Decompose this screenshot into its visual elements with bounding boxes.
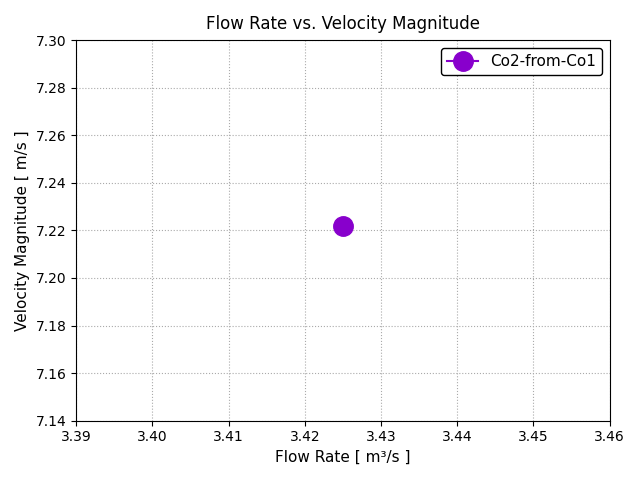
Y-axis label: Velocity Magnitude [ m/s ]: Velocity Magnitude [ m/s ] <box>15 130 30 331</box>
Point <box>338 222 348 229</box>
Title: Flow Rate vs. Velocity Magnitude: Flow Rate vs. Velocity Magnitude <box>206 15 480 33</box>
Legend: Co2-from-Co1: Co2-from-Co1 <box>441 48 602 75</box>
X-axis label: Flow Rate [ m³/s ]: Flow Rate [ m³/s ] <box>275 450 411 465</box>
Point <box>582 55 592 63</box>
